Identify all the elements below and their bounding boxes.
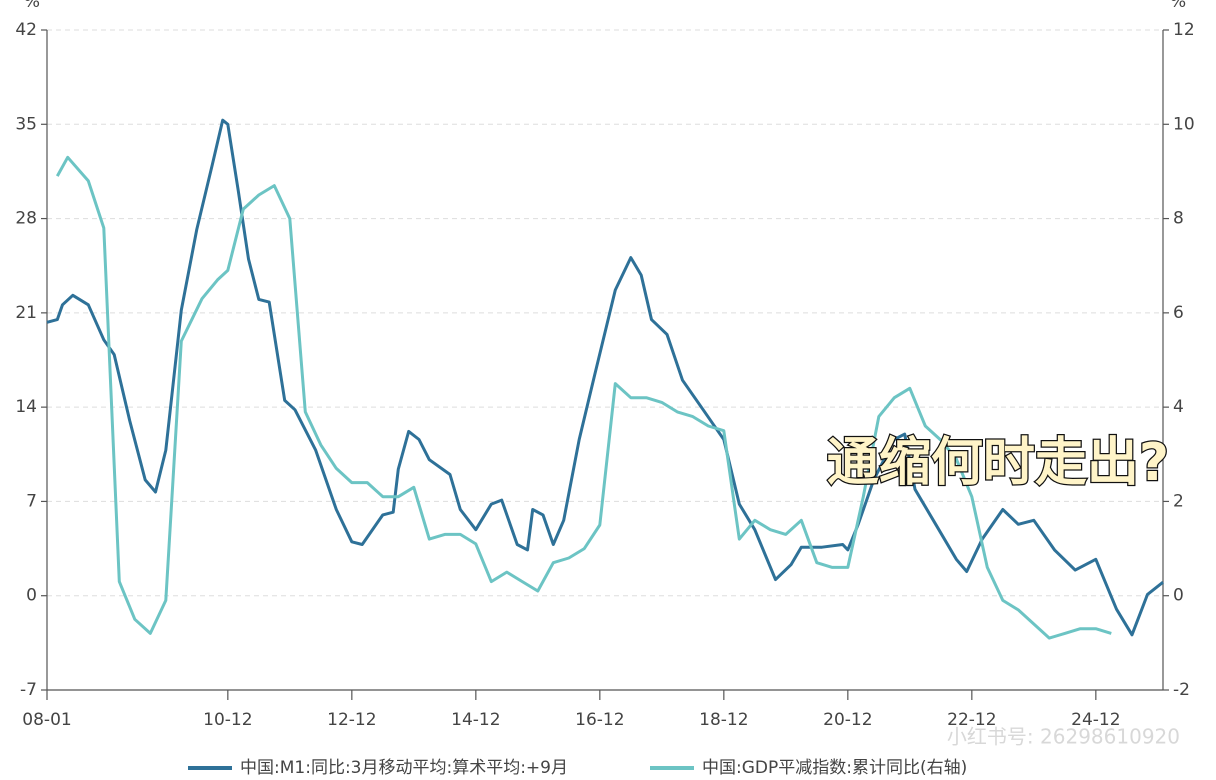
y-tick-label: 0 bbox=[26, 586, 37, 606]
y2-tick-label: 0 bbox=[1173, 586, 1184, 606]
y2-unit: % bbox=[1170, 0, 1186, 12]
watermark: 小红书号: 26298610920 bbox=[947, 725, 1180, 749]
x-tick-label: 20-12 bbox=[823, 710, 872, 730]
series-line bbox=[55, 155, 1112, 640]
y-tick-label: 28 bbox=[15, 209, 37, 229]
x-tick-label: 10-12 bbox=[203, 710, 252, 730]
y2-tick-label: 2 bbox=[1173, 491, 1184, 511]
y-tick-label: 7 bbox=[26, 491, 37, 511]
y-tick-label: 42 bbox=[15, 20, 37, 40]
y2-tick-label: -2 bbox=[1173, 680, 1190, 700]
x-tick-label: 08-01 bbox=[22, 710, 71, 730]
y2-tick-label: 12 bbox=[1173, 20, 1195, 40]
legend-label: 中国:M1:同比:3月移动平均:算术平均:+9月 bbox=[240, 758, 568, 778]
y-tick-label: 14 bbox=[15, 397, 37, 417]
y-tick-label: 35 bbox=[15, 114, 37, 134]
x-tick-label: 18-12 bbox=[699, 710, 748, 730]
y2-tick-label: 4 bbox=[1173, 397, 1184, 417]
legend-label: 中国:GDP平减指数:累计同比(右轴) bbox=[702, 758, 967, 778]
y-unit: % bbox=[24, 0, 40, 12]
x-tick-label: 12-12 bbox=[327, 710, 376, 730]
y2-tick-label: 6 bbox=[1173, 303, 1184, 323]
y-tick-label: -7 bbox=[20, 680, 37, 700]
x-tick-label: 14-12 bbox=[451, 710, 500, 730]
series-line bbox=[46, 118, 1164, 637]
annotation: 通缩何时走出? bbox=[827, 433, 1169, 493]
x-tick-label: 24-12 bbox=[1071, 710, 1120, 730]
y2-tick-label: 10 bbox=[1173, 114, 1195, 134]
x-tick-label: 16-12 bbox=[575, 710, 624, 730]
y-tick-label: 21 bbox=[15, 303, 37, 323]
x-tick-label: 22-12 bbox=[947, 710, 996, 730]
y2-tick-label: 8 bbox=[1173, 209, 1184, 229]
